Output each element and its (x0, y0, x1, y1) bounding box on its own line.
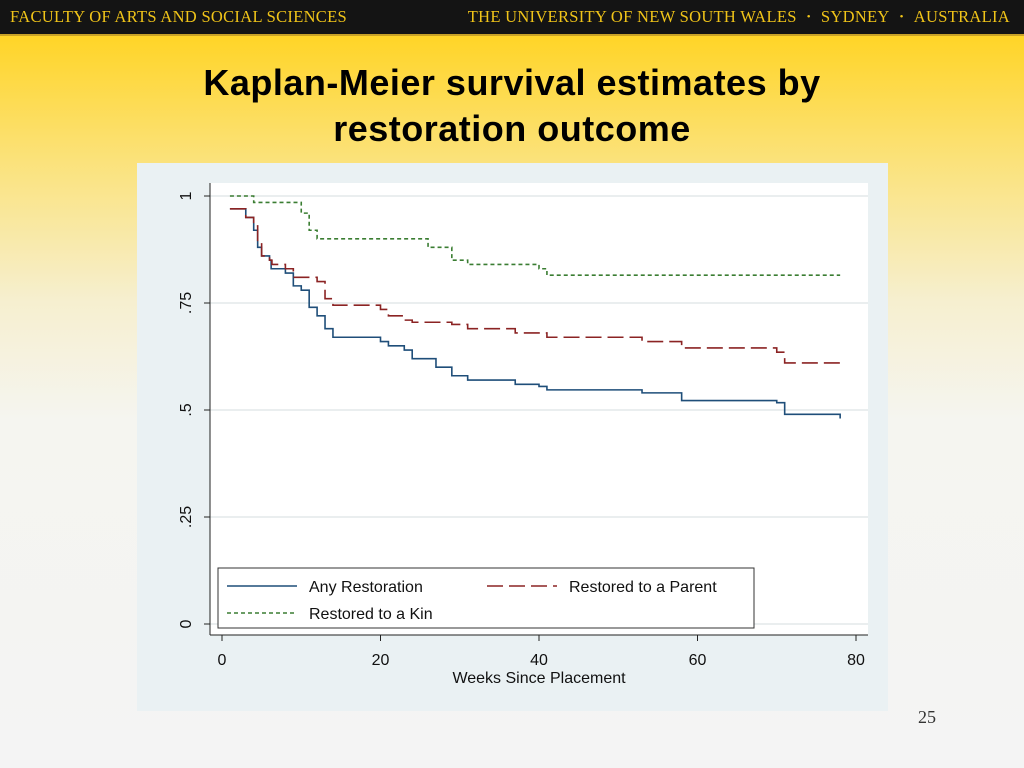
km-survival-chart: 0 .25 .5 .75 1 0 20 40 60 80 Any Restoration Resto… (178, 183, 868, 687)
country-name: AUSTRALIA (913, 7, 1010, 26)
x-axis-title: Weeks Since Placement (452, 670, 626, 687)
axes: 0 .25 .5 .75 1 0 20 40 60 80 (178, 183, 868, 669)
separator-dot: • (899, 11, 904, 23)
slide-title-line-1: Kaplan-Meier survival estimates by (203, 62, 821, 103)
slide-title: Kaplan-Meier survival estimates by resto… (80, 60, 944, 152)
legend-label: Restored to a Parent (569, 579, 717, 596)
series-line-restored-to-a-parent (229, 208, 841, 368)
y-tick-label: 0 (178, 619, 195, 628)
grid-lines (210, 195, 868, 625)
city-name: SYDNEY (820, 7, 890, 26)
legend-label: Restored to a Kin (309, 606, 433, 623)
header-banner: FACULTY OF ARTS AND SOCIAL SCIENCES THE … (0, 0, 1024, 36)
x-tick-label: 0 (218, 652, 227, 669)
university-name-group: THE UNIVERSITY OF NEW SOUTH WALES • SYDN… (468, 7, 1010, 27)
slide-title-line-2: restoration outcome (333, 108, 691, 149)
x-tick-label: 20 (372, 652, 390, 669)
separator-dot: • (806, 11, 811, 23)
faculty-name: FACULTY OF ARTS AND SOCIAL SCIENCES (10, 7, 347, 26)
legend-label: Any Restoration (309, 579, 423, 596)
y-tick-label: .25 (178, 506, 195, 528)
chart-panel: 0 .25 .5 .75 1 0 20 40 60 80 Any Restoration Resto… (137, 163, 888, 711)
x-tick-label: 60 (689, 652, 707, 669)
page-number: 25 (918, 707, 936, 727)
x-tick-label: 80 (847, 652, 865, 669)
y-tick-label: 1 (178, 191, 195, 200)
x-tick-label: 40 (530, 652, 548, 669)
university-name: THE UNIVERSITY OF NEW SOUTH WALES (467, 7, 797, 26)
series-line-restored-to-a-kin (229, 195, 841, 276)
legend: Any Restoration Restored to a Parent Resto… (217, 567, 755, 629)
series-lines (229, 195, 841, 419)
plot-area (210, 183, 868, 635)
legend-box (217, 567, 755, 629)
y-tick-label: .75 (178, 292, 195, 314)
y-tick-label: .5 (178, 403, 195, 416)
